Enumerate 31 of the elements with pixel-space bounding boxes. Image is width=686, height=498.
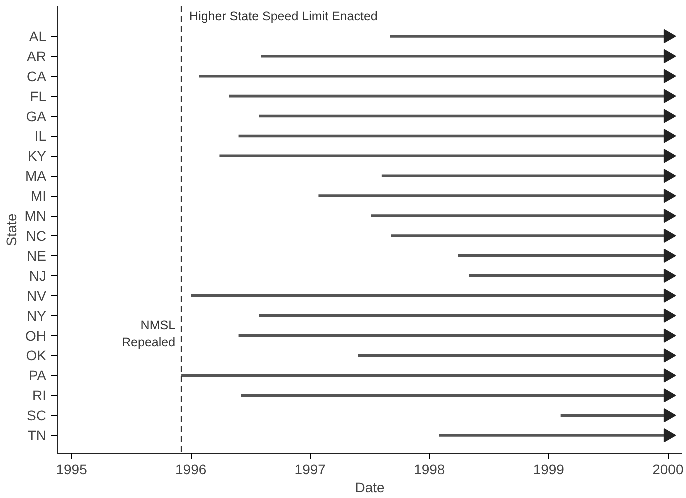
x-axis-title: Date [355,480,385,496]
y-tick-label: RI [32,388,46,404]
y-tick-label: TN [28,428,47,444]
y-tick-label: OK [26,348,48,364]
y-tick-label: OH [26,328,46,344]
y-tick-label: GA [26,108,48,124]
y-tick-label: MN [24,208,47,224]
y-tick-label: NY [27,308,48,324]
y-tick-label: AL [29,28,47,44]
annotation: Higher State Speed Limit Enacted [190,9,378,24]
y-tick-label: PA [28,368,48,384]
x-tick-label: 1999 [533,462,565,478]
x-tick-label: 1998 [414,462,446,478]
x-tick-label: 1995 [56,462,88,478]
ref-line-label: NMSL Repealed [122,318,176,350]
y-tick-label: MA [26,168,48,184]
y-axis-title: State [4,213,20,246]
y-tick-label: NJ [29,268,47,284]
y-tick-label: NC [26,228,47,244]
y-tick-label: NV [27,288,48,304]
y-tick-label: NE [27,248,47,264]
y-tick-label: MI [30,188,47,204]
y-tick-label: CA [27,68,48,84]
y-tick-label: FL [30,88,47,104]
x-tick-label: 1997 [294,462,326,478]
y-tick-label: IL [34,128,47,144]
y-tick-label: SC [27,408,47,424]
x-tick-label: 1996 [176,462,207,478]
y-tick-label: AR [27,48,47,64]
x-tick-label: 2000 [652,462,684,478]
y-tick-label: KY [28,148,48,164]
